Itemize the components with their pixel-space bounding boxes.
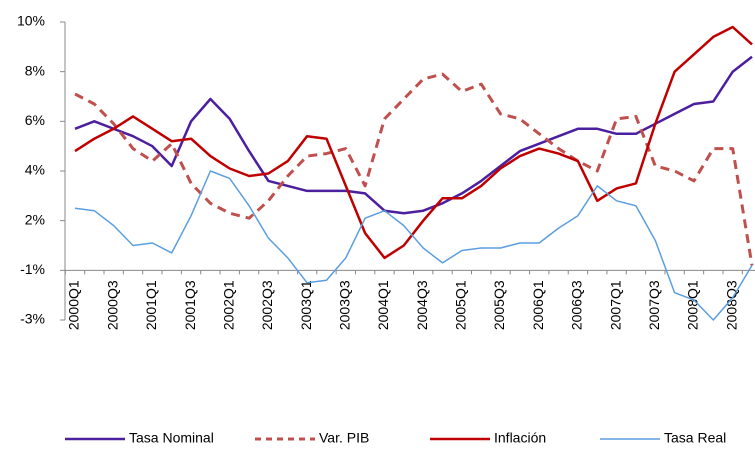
y-tick-label: 10% — [17, 13, 45, 29]
x-tick-label: 2008Q1 — [685, 280, 701, 330]
y-tick-label: -3% — [20, 311, 45, 327]
x-tick-label: 2002Q1 — [220, 280, 236, 330]
x-tick-label: 2005Q3 — [491, 280, 507, 330]
y-tick-label: -1% — [20, 261, 45, 277]
legend-label: Inflación — [494, 430, 546, 446]
x-tick-label: 2007Q1 — [607, 280, 623, 330]
legend-label: Tasa Real — [664, 430, 726, 446]
y-tick-label: 6% — [25, 112, 45, 128]
x-tick-label: 2004Q3 — [414, 280, 430, 330]
legend-label: Var. PIB — [319, 430, 369, 446]
x-tick-label: 2006Q3 — [569, 280, 585, 330]
x-tick-label: 2004Q1 — [375, 280, 391, 330]
x-tick-label: 2005Q1 — [453, 280, 469, 330]
y-tick-label: 4% — [25, 162, 45, 178]
x-tick-label: 2000Q1 — [66, 280, 82, 330]
x-tick-label: 2007Q3 — [646, 280, 662, 330]
x-tick-label: 2000Q3 — [104, 280, 120, 330]
x-tick-label: 2003Q3 — [337, 280, 353, 330]
y-tick-label: 2% — [25, 211, 45, 227]
legend-label: Tasa Nominal — [129, 430, 214, 446]
series-line — [74, 25, 753, 260]
x-tick-label: 2003Q1 — [298, 280, 314, 330]
x-tick-label: 2001Q1 — [143, 280, 159, 330]
x-tick-label: 2006Q1 — [530, 280, 546, 330]
series-line — [74, 170, 753, 321]
series-line — [74, 55, 753, 215]
y-tick-label: 8% — [25, 62, 45, 78]
x-tick-label: 2001Q3 — [182, 280, 198, 330]
x-tick-label: 2002Q3 — [259, 280, 275, 330]
series-line — [74, 72, 754, 266]
